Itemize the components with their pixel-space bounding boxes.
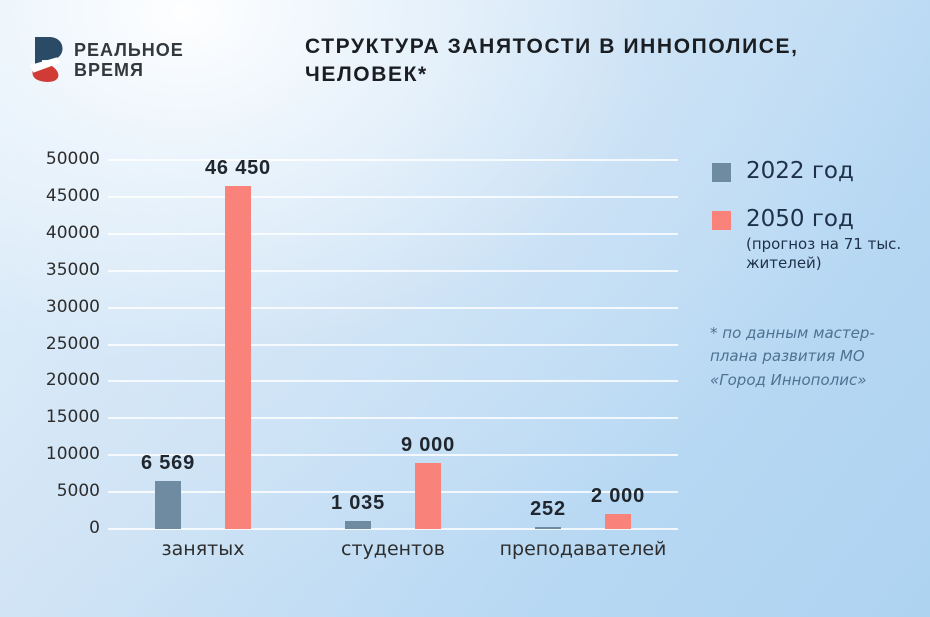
gridline <box>108 528 678 530</box>
y-axis-tick-label: 45000 <box>45 185 100 206</box>
gridline <box>108 159 678 161</box>
y-axis-tick-label: 15000 <box>45 407 100 428</box>
bar-value-label: 2 000 <box>590 485 646 507</box>
gridline <box>108 454 678 457</box>
gridline <box>108 417 678 420</box>
footnote: * по данным мастер-плана развития МО «Го… <box>710 324 875 389</box>
gridline <box>108 306 678 309</box>
y-axis-tick-label: 30000 <box>45 296 100 317</box>
bar-2050-преподавателей <box>605 514 631 529</box>
page-title-line2: ЧЕЛОВЕК* <box>305 63 428 86</box>
bar-value-label: 6 569 <box>140 452 196 474</box>
brand-name-line2: ВРЕМЯ <box>74 59 144 80</box>
y-axis-tick-label: 40000 <box>45 222 100 243</box>
gridline <box>108 269 678 272</box>
x-axis-category-label: занятых <box>161 538 245 560</box>
bar-2050-студентов <box>415 463 441 529</box>
brand-logo: РЕАЛЬНОЕ ВРЕМЯ <box>28 36 184 83</box>
brand-name-line1: РЕАЛЬНОЕ <box>74 39 184 60</box>
legend-label-2022: 2022 год <box>746 158 854 184</box>
x-axis-category-label: преподавателей <box>499 538 667 560</box>
y-axis-tick-label: 35000 <box>45 259 100 280</box>
y-axis-tick-label: 0 <box>89 518 100 538</box>
x-axis-category-label: студентов <box>341 538 445 560</box>
chart-legend: 2022 год 2050 год (прогноз на 71 тыс. жи… <box>712 158 922 294</box>
gridline <box>108 232 678 235</box>
bar-value-label: 9 000 <box>400 434 456 456</box>
bar-2050-занятых <box>225 186 251 529</box>
y-axis-tick-label: 25000 <box>45 333 100 354</box>
bar-value-label: 1 035 <box>330 492 386 514</box>
gridline <box>108 380 678 383</box>
legend-swatch-2050-icon <box>712 211 731 230</box>
brand-name: РЕАЛЬНОЕ ВРЕМЯ <box>74 40 184 80</box>
gridline <box>108 343 678 346</box>
bar-value-label: 252 <box>530 498 566 520</box>
page-title: СТРУКТУРА ЗАНЯТОСТИ В ИННОПОЛИСЕ, ЧЕЛОВЕ… <box>305 33 799 89</box>
y-axis-tick-label: 50000 <box>45 149 100 169</box>
y-axis-tick-label: 5000 <box>56 481 100 502</box>
legend-sublabel-2050: (прогноз на 71 тыс. жителей) <box>746 235 902 272</box>
bar-2022-студентов <box>345 521 371 529</box>
brand-logo-icon <box>29 37 63 82</box>
legend-item-2022: 2022 год <box>712 158 922 185</box>
bar-2022-преподавателей <box>535 527 561 529</box>
page-title-line1: СТРУКТУРА ЗАНЯТОСТИ В ИННОПОЛИСЕ, <box>305 35 799 58</box>
legend-item-2050: 2050 год (прогноз на 71 тыс. жителей) <box>712 206 922 273</box>
gridline <box>108 195 678 198</box>
legend-label-2050: 2050 год <box>746 206 854 232</box>
gridline <box>108 491 678 494</box>
y-axis-tick-label: 20000 <box>45 370 100 391</box>
bar-2022-занятых <box>155 481 181 529</box>
y-axis-tick-label: 10000 <box>45 444 100 465</box>
legend-swatch-2022-icon <box>712 163 731 182</box>
bar-value-label: 46 450 <box>205 157 271 179</box>
